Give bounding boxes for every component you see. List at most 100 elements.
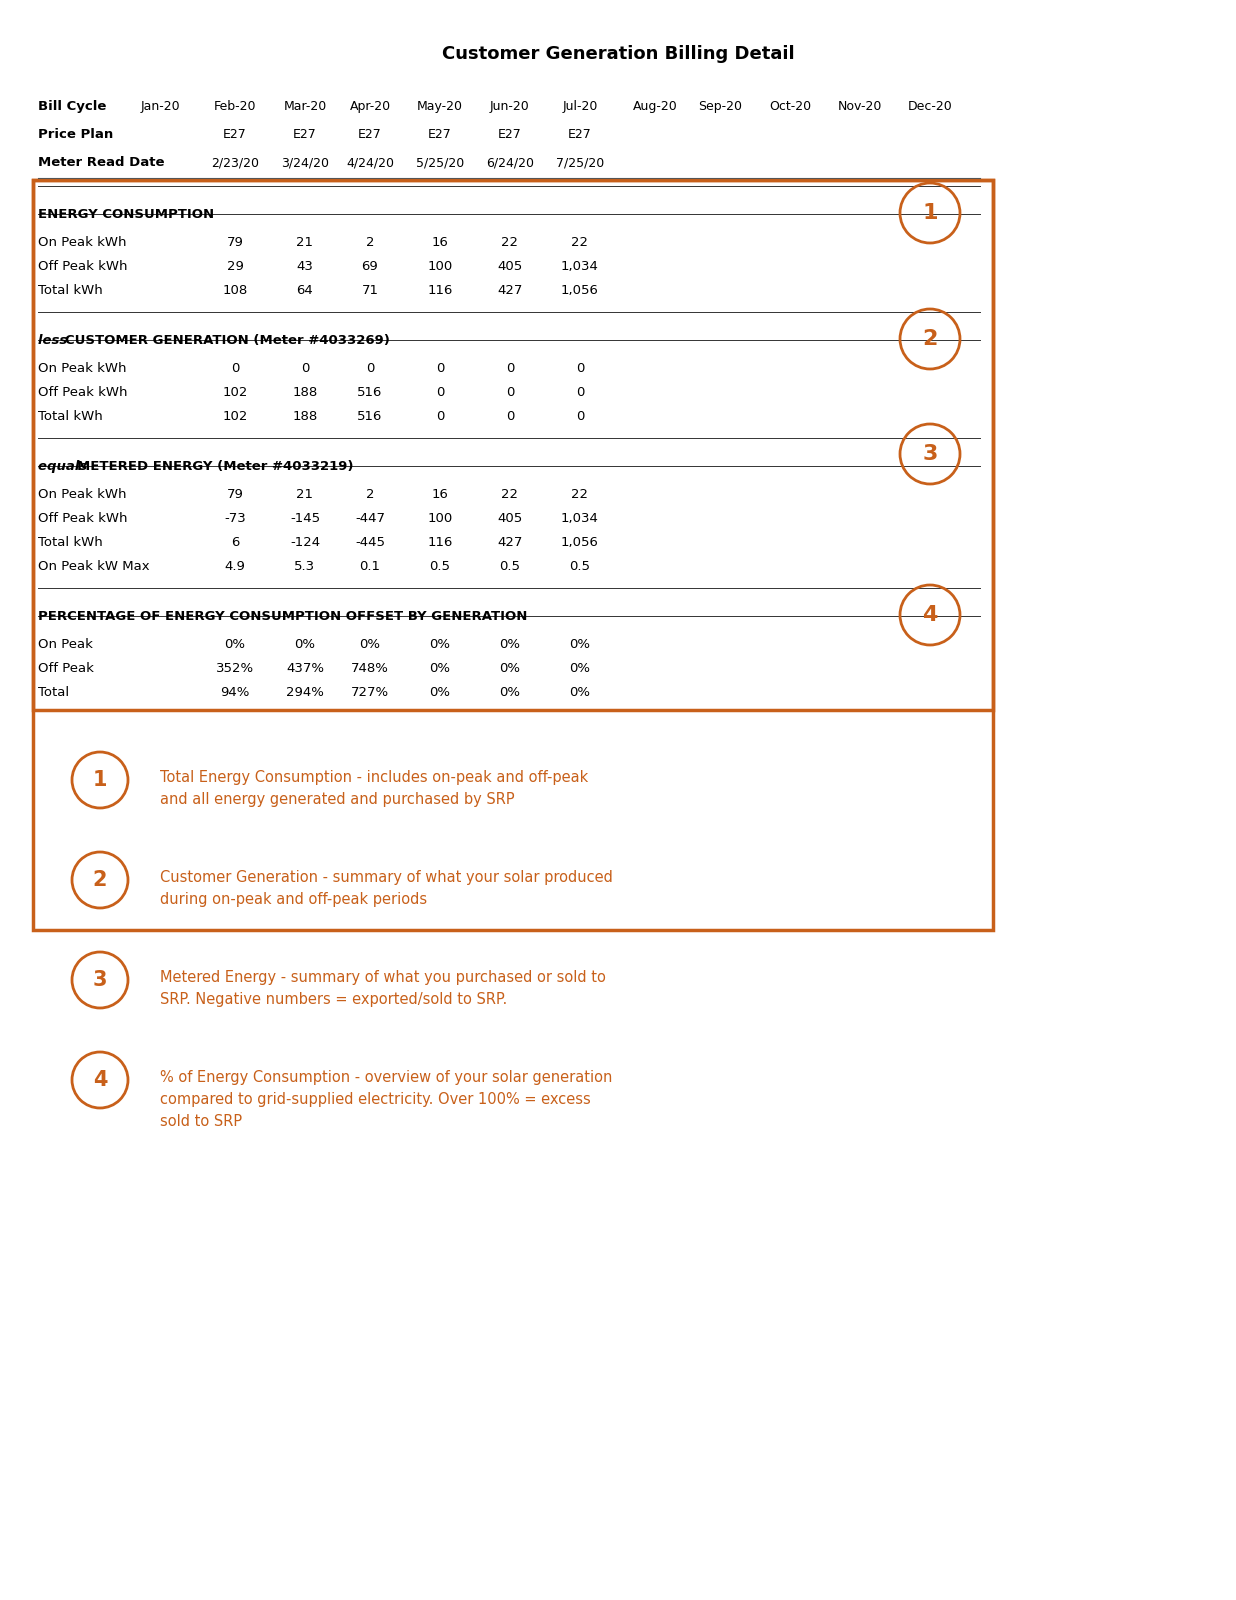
Text: -124: -124 (290, 536, 320, 549)
Text: Aug-20: Aug-20 (633, 99, 677, 114)
Text: 16: 16 (431, 488, 449, 501)
Text: Customer Generation Billing Detail: Customer Generation Billing Detail (441, 45, 795, 62)
Text: during on-peak and off-peak periods: during on-peak and off-peak periods (159, 893, 428, 907)
Text: 64: 64 (297, 285, 314, 298)
Text: 516: 516 (357, 410, 383, 422)
Text: 2: 2 (922, 330, 938, 349)
Text: 188: 188 (293, 410, 318, 422)
Text: less: less (38, 334, 72, 347)
Text: Total Energy Consumption - includes on-peak and off-peak: Total Energy Consumption - includes on-p… (159, 770, 588, 786)
Text: PERCENTAGE OF ENERGY CONSUMPTION OFFSET BY GENERATION: PERCENTAGE OF ENERGY CONSUMPTION OFFSET … (38, 610, 528, 622)
Text: 2: 2 (366, 488, 375, 501)
Text: 3/24/20: 3/24/20 (281, 157, 329, 170)
Text: 0%: 0% (225, 638, 246, 651)
Text: E27: E27 (358, 128, 382, 141)
Text: -445: -445 (355, 536, 384, 549)
Text: 16: 16 (431, 235, 449, 250)
Text: 79: 79 (226, 235, 243, 250)
Text: 0: 0 (576, 362, 585, 374)
Text: 0: 0 (300, 362, 309, 374)
Text: 0: 0 (436, 386, 444, 398)
Text: Oct-20: Oct-20 (769, 99, 811, 114)
Text: Off Peak: Off Peak (38, 662, 94, 675)
Text: 0%: 0% (429, 662, 450, 675)
Text: 0: 0 (436, 362, 444, 374)
Text: 116: 116 (428, 536, 452, 549)
Text: 294%: 294% (286, 686, 324, 699)
Text: sold to SRP: sold to SRP (159, 1114, 242, 1130)
Text: 516: 516 (357, 386, 383, 398)
Text: 727%: 727% (351, 686, 389, 699)
Text: E27: E27 (428, 128, 452, 141)
Text: 427: 427 (497, 536, 523, 549)
Text: 0%: 0% (429, 638, 450, 651)
Text: On Peak: On Peak (38, 638, 93, 651)
Text: Bill Cycle: Bill Cycle (38, 99, 106, 114)
Text: Customer Generation - summary of what your solar produced: Customer Generation - summary of what yo… (159, 870, 613, 885)
Text: Total: Total (38, 686, 69, 699)
Text: 0: 0 (576, 410, 585, 422)
Text: Nov-20: Nov-20 (838, 99, 883, 114)
Text: On Peak kWh: On Peak kWh (38, 362, 126, 374)
Text: 1,056: 1,056 (561, 536, 599, 549)
Text: 116: 116 (428, 285, 452, 298)
Text: 4: 4 (922, 605, 938, 626)
Text: 5.3: 5.3 (294, 560, 315, 573)
Text: 102: 102 (222, 386, 247, 398)
Text: 405: 405 (497, 512, 523, 525)
Text: 0%: 0% (360, 638, 381, 651)
Text: Jul-20: Jul-20 (562, 99, 598, 114)
Text: compared to grid-supplied electricity. Over 100% = excess: compared to grid-supplied electricity. O… (159, 1091, 591, 1107)
Text: Jan-20: Jan-20 (140, 99, 179, 114)
Text: Total kWh: Total kWh (38, 410, 103, 422)
Text: Off Peak kWh: Off Peak kWh (38, 259, 127, 274)
Text: 4: 4 (93, 1070, 108, 1090)
Text: Sep-20: Sep-20 (698, 99, 742, 114)
Text: -145: -145 (290, 512, 320, 525)
Text: Price Plan: Price Plan (38, 128, 114, 141)
Text: -73: -73 (224, 512, 246, 525)
Text: 1,034: 1,034 (561, 512, 599, 525)
Text: 108: 108 (222, 285, 247, 298)
Text: 22: 22 (502, 235, 518, 250)
Text: On Peak kW Max: On Peak kW Max (38, 560, 150, 573)
Text: ENERGY CONSUMPTION: ENERGY CONSUMPTION (38, 208, 214, 221)
Text: 22: 22 (571, 235, 588, 250)
Text: 0: 0 (231, 362, 240, 374)
Text: 0%: 0% (499, 662, 520, 675)
Text: 0: 0 (366, 362, 375, 374)
Text: METERED ENERGY (Meter #4033219): METERED ENERGY (Meter #4033219) (77, 461, 353, 474)
Text: 0.1: 0.1 (360, 560, 381, 573)
Text: Off Peak kWh: Off Peak kWh (38, 386, 127, 398)
Text: 0%: 0% (499, 686, 520, 699)
Text: 6: 6 (231, 536, 240, 549)
Text: E27: E27 (224, 128, 247, 141)
Text: Feb-20: Feb-20 (214, 99, 256, 114)
Text: 0: 0 (506, 386, 514, 398)
Text: Total kWh: Total kWh (38, 285, 103, 298)
Text: 100: 100 (428, 512, 452, 525)
Text: 0%: 0% (294, 638, 315, 651)
Text: Jun-20: Jun-20 (491, 99, 530, 114)
Text: 748%: 748% (351, 662, 389, 675)
Text: E27: E27 (569, 128, 592, 141)
Text: 0%: 0% (429, 686, 450, 699)
Text: 188: 188 (293, 386, 318, 398)
Text: 0: 0 (506, 410, 514, 422)
Text: 1,056: 1,056 (561, 285, 599, 298)
Text: 7/25/20: 7/25/20 (556, 157, 604, 170)
Text: 21: 21 (297, 235, 314, 250)
Text: 1: 1 (922, 203, 938, 222)
Text: 22: 22 (502, 488, 518, 501)
Text: 1: 1 (93, 770, 108, 790)
Text: 71: 71 (361, 285, 378, 298)
Text: Total kWh: Total kWh (38, 536, 103, 549)
Text: 437%: 437% (286, 662, 324, 675)
Text: Meter Read Date: Meter Read Date (38, 157, 164, 170)
Text: 69: 69 (362, 259, 378, 274)
Text: 29: 29 (226, 259, 243, 274)
Text: 5/25/20: 5/25/20 (415, 157, 465, 170)
Text: SRP. Negative numbers = exported/sold to SRP.: SRP. Negative numbers = exported/sold to… (159, 992, 507, 1006)
Text: 352%: 352% (216, 662, 255, 675)
Text: 0: 0 (506, 362, 514, 374)
